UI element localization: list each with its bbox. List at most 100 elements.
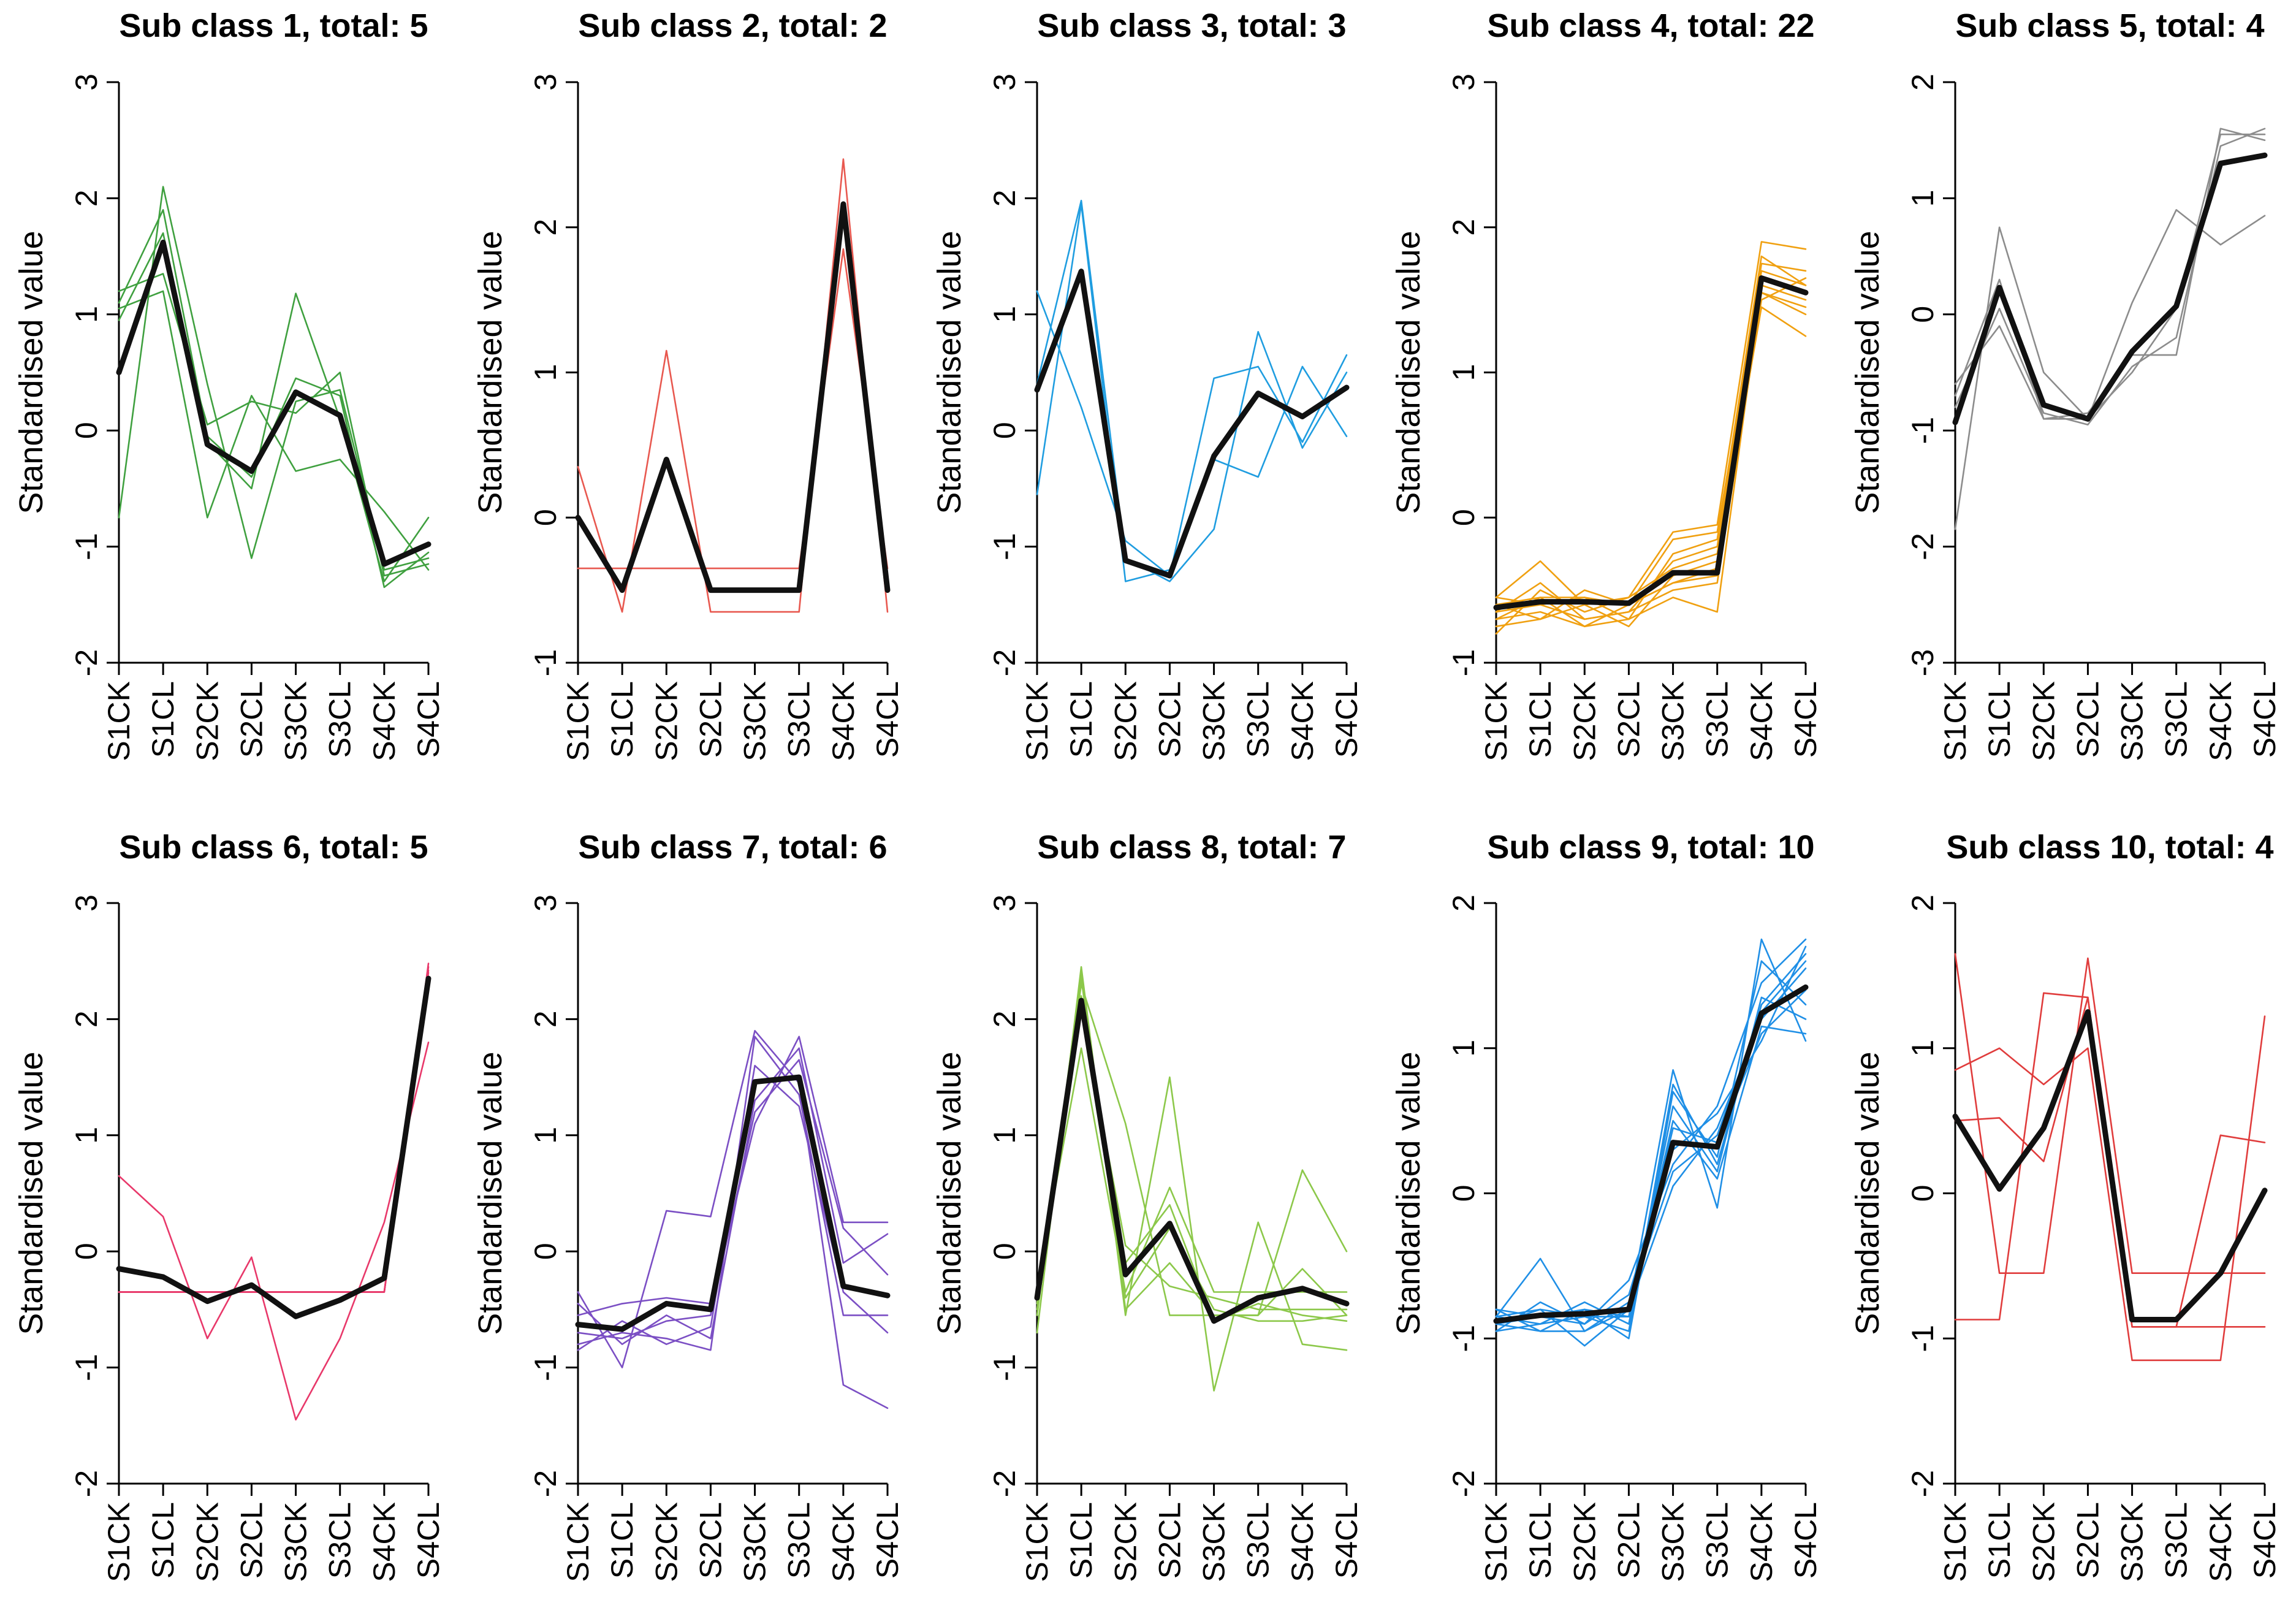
member-line: [118, 1042, 430, 1421]
x-tick-label: S2CL: [1611, 1502, 1646, 1579]
x-tick-label: S2CK: [649, 681, 683, 761]
x-tick-label: S1CK: [1938, 1502, 1972, 1582]
x-tick-label: S4CL: [2248, 1502, 2282, 1579]
panel-title: Sub class 6, total: 5: [119, 829, 428, 866]
y-tick-label: 2: [987, 1010, 1022, 1027]
x-tick-label: S3CL: [782, 681, 816, 758]
member-line: [118, 273, 430, 577]
x-tick-label: S3CL: [1700, 681, 1735, 758]
y-tick-label: 2: [1906, 894, 1940, 912]
x-tick-label: S4CK: [367, 1502, 401, 1582]
x-tick-label: S2CL: [693, 1502, 728, 1579]
x-tick-label: S3CK: [738, 681, 772, 761]
x-tick-label: S3CK: [1656, 1502, 1690, 1582]
x-tick-label: S1CK: [1938, 681, 1972, 761]
y-tick-label: -2: [1906, 1470, 1940, 1497]
member-line: [118, 963, 430, 1293]
x-tick-label: S4CK: [826, 681, 861, 761]
x-tick-label: S2CK: [190, 681, 224, 761]
y-tick-label: -2: [1446, 1470, 1481, 1497]
y-tick-label: 1: [528, 1127, 563, 1144]
y-tick-label: -3: [1906, 649, 1940, 676]
x-tick-label: S4CK: [826, 1502, 861, 1582]
member-line: [577, 1059, 889, 1340]
y-tick-label: 1: [987, 1127, 1022, 1144]
y-tick-label: 0: [69, 422, 104, 439]
y-tick-label: -2: [69, 1470, 104, 1497]
x-tick-label: S2CK: [2026, 681, 2061, 761]
y-axis-label: Standardised value: [472, 231, 509, 514]
member-line: [1495, 953, 1807, 1332]
x-tick-label: S2CL: [2070, 1502, 2105, 1579]
x-tick-label: S1CK: [1479, 681, 1513, 761]
y-tick-label: -1: [1906, 417, 1940, 444]
x-tick-label: S1CK: [561, 1502, 595, 1582]
member-line: [1036, 1047, 1348, 1293]
y-tick-label: 3: [987, 894, 1022, 912]
x-tick-label: S2CL: [693, 681, 728, 758]
x-tick-label: S3CK: [1656, 681, 1690, 761]
x-tick-label: S4CK: [1744, 681, 1779, 761]
y-axis-label: Standardised value: [1849, 1051, 1886, 1335]
y-tick-label: -1: [1906, 1325, 1940, 1352]
y-tick-label: 1: [1906, 189, 1940, 207]
x-tick-label: S2CK: [2026, 1502, 2061, 1582]
x-tick-label: S3CL: [782, 1502, 816, 1579]
member-line: [1495, 938, 1807, 1325]
x-tick-label: S3CK: [1197, 1502, 1231, 1582]
x-tick-label: S3CL: [1700, 1502, 1735, 1579]
member-line: [118, 972, 430, 1293]
y-tick-label: 0: [987, 422, 1022, 439]
x-tick-label: S3CL: [323, 681, 357, 758]
y-axis-label: Standardised value: [1390, 231, 1427, 514]
mean-line: [1493, 984, 1809, 1324]
y-tick-label: -1: [1446, 1325, 1481, 1352]
y-tick-label: -1: [987, 1354, 1022, 1381]
x-tick-label: S1CL: [146, 1502, 180, 1579]
y-tick-label: -1: [1446, 649, 1481, 676]
x-tick-label: S2CL: [234, 1502, 268, 1579]
x-tick-label: S3CK: [1197, 681, 1231, 761]
x-tick-label: S4CL: [2248, 681, 2282, 758]
y-tick-label: 0: [1446, 509, 1481, 526]
panel-4: Sub class 4, total: 22 Standardised value…: [1390, 7, 1823, 761]
member-line: [1036, 290, 1348, 577]
x-tick-label: S1CK: [561, 681, 595, 761]
x-tick-label: S2CL: [234, 681, 268, 758]
member-line: [1495, 1025, 1807, 1317]
mean-line: [1952, 1009, 2268, 1322]
x-tick-label: S3CL: [1241, 1502, 1275, 1579]
x-tick-label: S4CL: [1329, 1502, 1364, 1579]
x-tick-label: S4CK: [2203, 1502, 2238, 1582]
y-tick-label: 0: [987, 1243, 1022, 1260]
mean-line: [1952, 152, 2268, 425]
x-tick-label: S2CL: [1152, 681, 1187, 758]
member-line: [1495, 241, 1807, 606]
x-tick-label: S2CL: [1152, 1502, 1187, 1579]
y-tick-label: 0: [69, 1243, 104, 1260]
member-line: [1495, 277, 1807, 620]
x-tick-label: S2CK: [1108, 681, 1142, 761]
x-tick-label: S2CL: [2070, 681, 2105, 758]
y-tick-label: 1: [69, 1127, 104, 1144]
x-tick-label: S1CL: [1982, 1502, 2017, 1579]
y-tick-label: -1: [528, 649, 563, 676]
member-line: [1495, 284, 1807, 628]
y-tick-label: 0: [1446, 1185, 1481, 1202]
x-tick-label: S1CL: [1982, 681, 2017, 758]
y-tick-label: -1: [69, 1354, 104, 1381]
y-axis-label: Standardised value: [472, 1051, 509, 1335]
panel-title: Sub class 8, total: 7: [1037, 829, 1346, 866]
x-tick-label: S1CL: [1064, 1502, 1098, 1579]
x-tick-label: S3CK: [2115, 681, 2150, 761]
y-tick-label: 1: [1446, 364, 1481, 381]
member-line: [1954, 208, 2266, 530]
panel-9: Sub class 9, total: 10 Standardised value…: [1390, 829, 1823, 1582]
y-tick-label: 1: [987, 306, 1022, 323]
x-tick-label: S3CL: [2159, 1502, 2194, 1579]
panel-title: Sub class 2, total: 2: [578, 7, 887, 44]
member-line: [1495, 938, 1807, 1332]
